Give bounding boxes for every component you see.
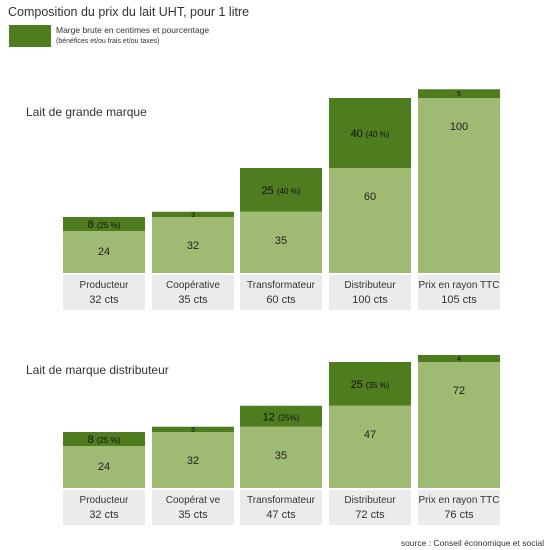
legend: Marge brute en centimes et pourcentage (… [9,25,209,47]
bar-margin [418,89,500,98]
data-label-margin: 12 (25%) [263,411,300,423]
total-label: 35 cts [178,509,208,521]
bar-base [418,98,500,273]
bar-margin [152,211,234,217]
total-label: 32 cts [89,509,119,521]
category-box [329,490,411,525]
bar-margin [418,355,500,362]
category-box [63,275,145,310]
bar-margin [329,98,411,168]
data-label-base: 32 [187,240,199,252]
data-label-base: 100 [450,121,468,133]
data-label-margin: 5 [457,91,461,98]
data-label-margin: 8 (25 %) [88,219,121,231]
category-label: Producteur [80,495,130,506]
bar-margin [240,405,322,427]
total-label: 100 cts [352,294,388,306]
bar-base [240,211,322,273]
source-note: source : Conseil économique et social [400,538,544,548]
bar-base [418,362,500,488]
category-box [63,490,145,525]
bar-base [329,168,411,273]
bar-base [63,446,145,488]
bar-base [152,217,234,273]
data-label-base: 35 [275,235,287,247]
category-label: Transformateur [247,495,316,506]
legend-text: Marge brute en centimes et pourcentage (… [56,25,209,47]
bar-base [152,432,234,488]
legend-line-2: (bénéfices et/ou frais et/ou taxes) [56,38,160,45]
total-label: 72 cts [355,509,385,521]
category-label: Coopérat ve [166,495,221,506]
data-label-margin: 25 (40 %) [262,185,301,197]
chart-title: Composition du prix du lait UHT, pour 1 … [8,5,250,19]
category-box [152,490,234,525]
panel-title-marque-distributeur: Lait de marque distributeur [26,363,169,377]
legend-swatch-margin [9,25,51,47]
category-label: Distributeur [344,280,396,291]
data-label-base: 24 [98,461,110,473]
category-box [418,490,500,525]
category-box [329,275,411,310]
total-label: 60 cts [266,294,296,306]
total-label: 76 cts [444,509,474,521]
panel-title-grande-marque: Lait de grande marque [26,105,147,119]
data-label-base: 72 [453,385,465,397]
data-label-margin: 40 (40 %) [351,128,390,140]
category-box [240,275,322,310]
legend-line-1: Marge brute en centimes et pourcentage [56,25,210,35]
category-box [152,275,234,310]
bar-margin [240,168,322,212]
category-label: Prix en rayon TTC [419,280,500,291]
category-label: Transformateur [247,280,316,291]
total-label: 47 cts [266,509,296,521]
data-label-margin: 25 (35 %) [351,379,390,391]
bar-base [63,231,145,273]
data-label-base: 35 [275,450,287,462]
bar-base [240,426,322,488]
data-label-base: 24 [98,246,110,258]
category-label: Coopérative [166,280,220,291]
data-label-margin: 4 [457,356,461,363]
data-label-base: 60 [364,191,376,203]
data-label-margin: 3 [191,427,195,434]
bar-margin [152,426,234,432]
category-label: Producteur [80,280,130,291]
category-label: Prix en rayon TTC [419,495,500,506]
total-label: 105 cts [441,294,477,306]
bar-margin [329,362,411,406]
category-label: Distributeur [344,495,396,506]
bar-base [329,405,411,488]
category-box [418,275,500,310]
bar-margin [63,432,145,446]
bar-margin [63,217,145,231]
category-box [240,490,322,525]
total-label: 32 cts [89,294,119,306]
data-label-base: 32 [187,455,199,467]
total-label: 35 cts [178,294,208,306]
data-label-margin: 8 (25 %) [88,434,121,446]
data-label-margin: 3 [191,212,195,219]
data-label-base: 47 [364,429,376,441]
